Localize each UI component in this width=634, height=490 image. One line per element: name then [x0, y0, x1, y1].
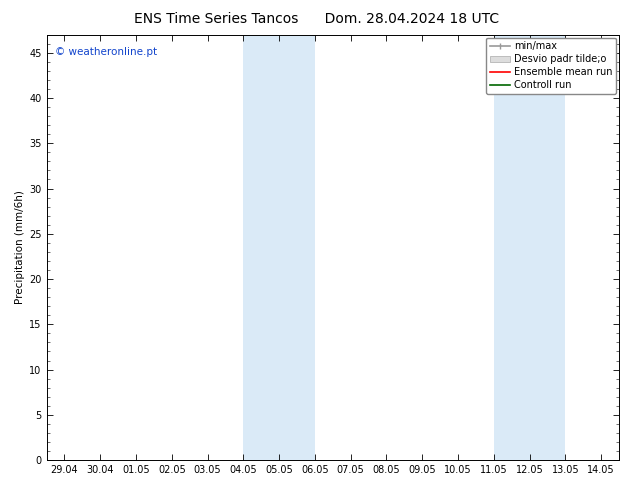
Legend: min/max, Desvio padr tilde;o, Ensemble mean run, Controll run: min/max, Desvio padr tilde;o, Ensemble m…: [486, 38, 616, 94]
Bar: [243, 35, 315, 460]
Text: ENS Time Series Tancos      Dom. 28.04.2024 18 UTC: ENS Time Series Tancos Dom. 28.04.2024 1…: [134, 12, 500, 26]
Bar: [494, 35, 566, 460]
Text: © weatheronline.pt: © weatheronline.pt: [55, 48, 157, 57]
Y-axis label: Precipitation (mm/6h): Precipitation (mm/6h): [15, 191, 25, 304]
